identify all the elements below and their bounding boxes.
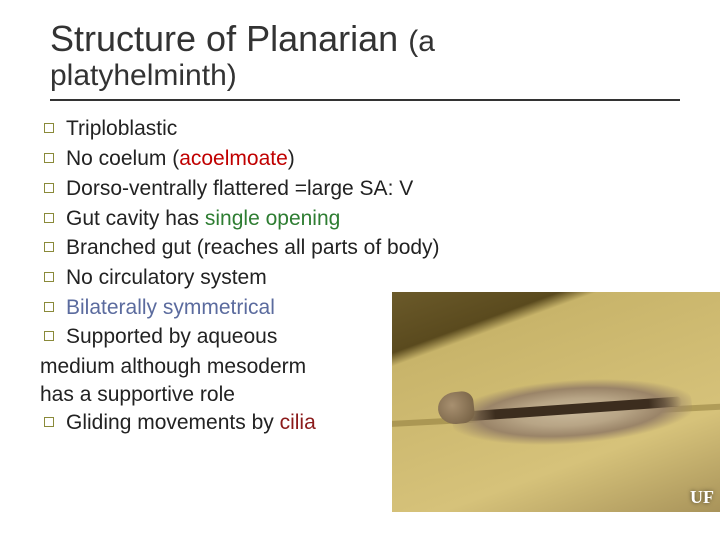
bullet-text: Bilaterally symmetrical [66, 294, 275, 322]
bullet-text-part: Dorso-ventrally flattered =large SA: V [66, 177, 413, 200]
bullet-text-part: Branched gut (reaches all parts of body) [66, 236, 440, 259]
title-block: Structure of Planarian (a platyhelminth) [50, 18, 680, 101]
bullet-text-part: No coelum ( [66, 147, 179, 170]
bullet-marker-icon [44, 417, 54, 427]
bullet-text-part: No circulatory system [66, 266, 267, 289]
bullet-text-part: ) [288, 147, 295, 170]
bullet-row: No circulatory system [44, 264, 690, 292]
bullet-row: No coelum (acoelmoate) [44, 145, 690, 173]
bullet-text-part: cilia [280, 411, 316, 434]
title-line-1: Structure of Planarian (a [50, 18, 680, 59]
bullet-text-part: Gliding movements by [66, 411, 280, 434]
title-paren-open: (a [408, 25, 435, 58]
bullet-marker-icon [44, 213, 54, 223]
bullet-marker-icon [44, 123, 54, 133]
bullet-row: Branched gut (reaches all parts of body) [44, 234, 690, 262]
bullet-text-part: Bilaterally symmetrical [66, 296, 275, 319]
bullet-text: Dorso-ventrally flattered =large SA: V [66, 175, 413, 203]
bullet-text: No circulatory system [66, 264, 267, 292]
bullet-text: Branched gut (reaches all parts of body) [66, 234, 440, 262]
bullet-text: Triploblastic [66, 115, 177, 143]
bullet-marker-icon [44, 183, 54, 193]
photo-badge: UF [690, 487, 714, 508]
bullet-row: Gut cavity has single opening [44, 205, 690, 233]
bullet-marker-icon [44, 242, 54, 252]
bullet-text: No coelum (acoelmoate) [66, 145, 295, 173]
bullet-marker-icon [44, 272, 54, 282]
bullet-row: Triploblastic [44, 115, 690, 143]
planarian-photo: UF [392, 292, 720, 512]
bullet-text-part: Triploblastic [66, 117, 177, 140]
title-line-2: platyhelminth) [50, 59, 680, 93]
bullet-marker-icon [44, 331, 54, 341]
bullet-text-part: acoelmoate [179, 147, 288, 170]
bullet-text: Gliding movements by cilia [66, 409, 316, 437]
bullet-marker-icon [44, 153, 54, 163]
bullet-marker-icon [44, 302, 54, 312]
bullet-text-part: Gut cavity has [66, 207, 205, 230]
bullet-row: Dorso-ventrally flattered =large SA: V [44, 175, 690, 203]
bullet-text: Gut cavity has single opening [66, 205, 340, 233]
bullet-text-part: Supported by aqueous [66, 325, 277, 348]
title-main-text: Structure of Planarian [50, 18, 408, 59]
slide-container: Structure of Planarian (a platyhelminth)… [0, 0, 720, 540]
bullet-text: Supported by aqueous [66, 323, 277, 351]
bullet-text-part: single opening [205, 207, 340, 230]
